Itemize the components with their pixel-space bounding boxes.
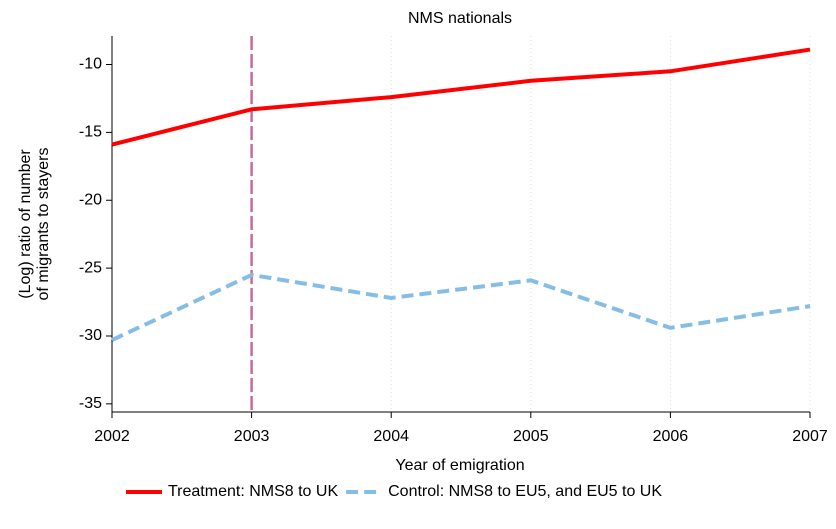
y-axis-label: of migrants to stayers [35,148,52,301]
series-line [111,272,811,342]
x-tick-label: 2007 [792,428,828,445]
chart-title: NMS nationals [408,10,512,27]
x-tick-label: 2003 [234,428,270,445]
legend-label: Control: NMS8 to EU5, and EU5 to UK [388,483,662,500]
y-tick-label: -35 [79,395,102,412]
x-tick-label: 2006 [653,428,689,445]
y-tick-label: -20 [79,191,102,208]
y-tick-label: -10 [79,56,102,73]
y-tick-label: -25 [79,259,102,276]
y-tick-label: -15 [79,124,102,141]
y-tick-label: -30 [79,327,102,344]
x-tick-label: 2004 [373,428,409,445]
series-line [111,47,811,147]
x-tick-label: 2002 [94,428,130,445]
x-axis-label: Year of emigration [395,457,524,474]
x-tick-label: 2005 [513,428,549,445]
y-axis-label: (Log) ratio of number [17,149,34,299]
legend-label: Treatment: NMS8 to UK [168,483,338,500]
